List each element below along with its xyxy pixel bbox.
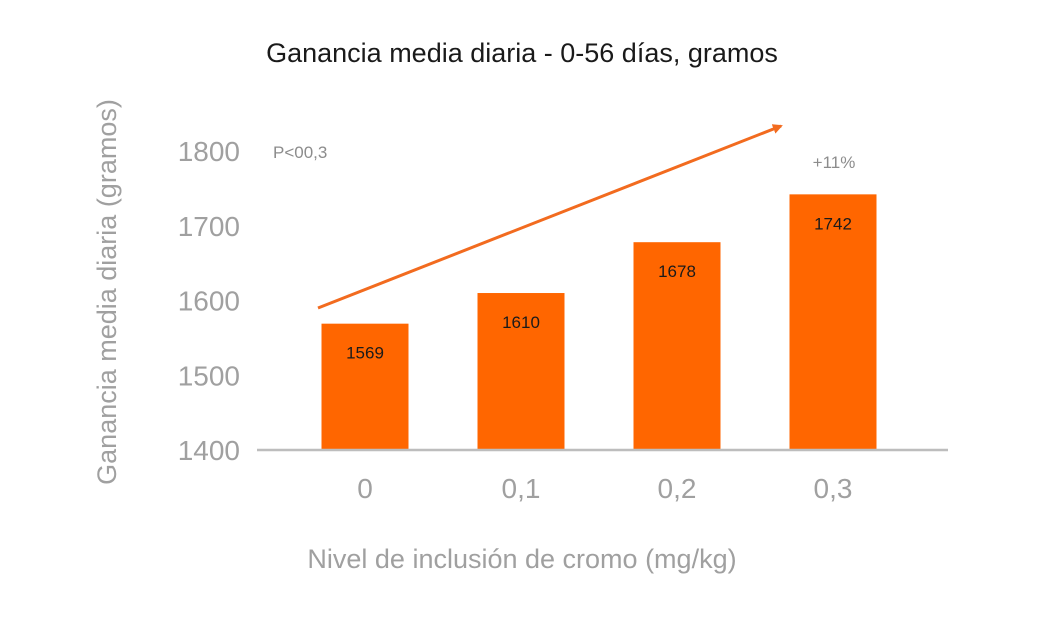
y-axis-ticks: 1400 1500 1600 1700 1800 — [178, 136, 240, 466]
bar-value-labels: 1569 1610 1678 1742 — [346, 214, 852, 362]
bar-value-label: 1569 — [346, 344, 384, 363]
bar-value-label: 1610 — [502, 313, 540, 332]
x-tick-label: 0,3 — [814, 473, 853, 504]
chart-title: Ganancia media diaria - 0-56 días, gramo… — [266, 38, 778, 68]
trend-arrow — [317, 124, 783, 310]
y-axis-label: Ganancia media diaria (gramos) — [92, 99, 122, 485]
bar — [633, 242, 721, 450]
x-tick-label: 0,2 — [658, 473, 697, 504]
p-value-annotation: P<00,3 — [273, 143, 327, 162]
bar — [321, 323, 409, 450]
increase-annotation: +11% — [813, 153, 856, 172]
y-tick-label: 1400 — [178, 435, 240, 466]
bar-value-label: 1678 — [658, 262, 696, 281]
y-tick-label: 1600 — [178, 286, 240, 317]
x-axis-ticks: 0 0,1 0,2 0,3 — [357, 473, 852, 504]
bar — [789, 194, 877, 450]
y-tick-label: 1700 — [178, 211, 240, 242]
y-tick-label: 1500 — [178, 360, 240, 391]
bars — [321, 194, 877, 450]
x-tick-label: 0,1 — [502, 473, 541, 504]
y-tick-label: 1800 — [178, 136, 240, 167]
bar-value-label: 1742 — [814, 214, 852, 233]
x-axis-label: Nivel de inclusión de cromo (mg/kg) — [307, 544, 736, 574]
bar — [477, 293, 565, 450]
x-tick-label: 0 — [357, 473, 373, 504]
